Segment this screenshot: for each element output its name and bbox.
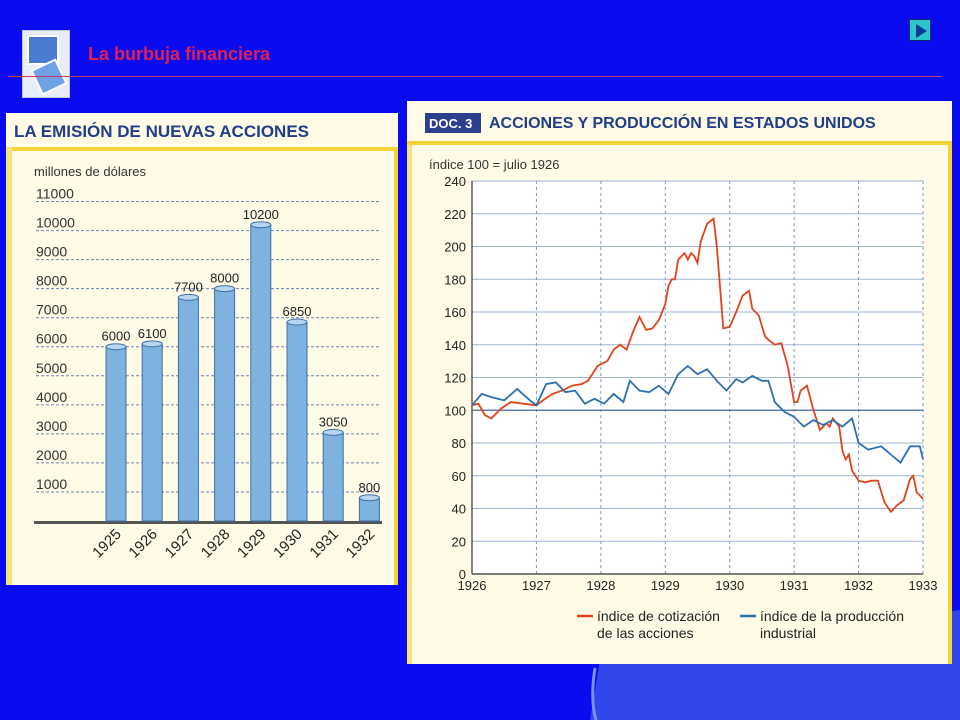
bar-data-label: 3050 bbox=[319, 414, 348, 429]
bar-cap bbox=[250, 221, 272, 229]
bar-cap bbox=[214, 285, 236, 293]
bar-cap bbox=[286, 318, 308, 326]
legend-label-line1: índice de cotización bbox=[597, 608, 720, 624]
bar-ytick-label: 7000 bbox=[36, 302, 67, 318]
stocks-production-chart-panel: DOC. 3 ACCIONES Y PRODUCCIÓN EN ESTADOS … bbox=[407, 101, 952, 664]
bar-cap bbox=[322, 428, 344, 436]
bar-ytick-label: 9000 bbox=[36, 244, 67, 260]
bar-data-label: 800 bbox=[359, 480, 381, 495]
title-divider bbox=[8, 76, 942, 77]
new-shares-bar-chart: LA EMISIÓN DE NUEVAS ACCIONES millones d… bbox=[6, 113, 398, 585]
bar-1927 bbox=[177, 296, 199, 522]
bar-ytick-label: 8000 bbox=[36, 273, 67, 289]
bar-ytick-label: 3000 bbox=[36, 418, 67, 434]
play-next-icon bbox=[916, 24, 927, 38]
bar-ytick-label: 4000 bbox=[36, 389, 67, 405]
line-ytick-label: 160 bbox=[444, 305, 466, 320]
line-xtick-label: 1932 bbox=[844, 578, 873, 593]
doc-badge-box bbox=[425, 113, 481, 133]
bar-data-label: 7700 bbox=[174, 279, 203, 294]
bar-chart-ylabel: millones de dólares bbox=[34, 164, 147, 179]
line-ytick-label: 20 bbox=[452, 534, 466, 549]
bar-data-label: 6000 bbox=[102, 329, 131, 344]
line-ytick-label: 40 bbox=[452, 502, 466, 517]
bar-ytick-label: 11000 bbox=[36, 186, 74, 202]
new-shares-chart-panel: LA EMISIÓN DE NUEVAS ACCIONES millones d… bbox=[6, 113, 398, 585]
legend-label-line2: de las acciones bbox=[597, 625, 694, 641]
bar-cap bbox=[105, 343, 127, 351]
bar-1925 bbox=[105, 346, 127, 522]
bar-ytick-label: 1000 bbox=[36, 476, 67, 492]
line-ytick-label: 60 bbox=[452, 469, 466, 484]
bar-data-label: 6850 bbox=[283, 304, 312, 319]
line-xtick-label: 1926 bbox=[458, 578, 487, 593]
bar-1928 bbox=[214, 288, 236, 522]
stock-index-line bbox=[471, 217, 924, 514]
line-xtick-label: 1929 bbox=[651, 578, 680, 593]
legend-label-line2: industrial bbox=[760, 625, 816, 641]
bar-ytick-label: 5000 bbox=[36, 360, 67, 376]
bar-1930 bbox=[286, 321, 308, 522]
bar-chart-title: LA EMISIÓN DE NUEVAS ACCIONES bbox=[14, 122, 309, 141]
line-ytick-label: 120 bbox=[444, 371, 466, 386]
presentation-logo-icon bbox=[21, 29, 71, 103]
line-ytick-label: 180 bbox=[444, 272, 466, 287]
line-ytick-label: 200 bbox=[444, 240, 466, 255]
bar-data-label: 10200 bbox=[243, 207, 279, 222]
line-xtick-label: 1927 bbox=[522, 578, 551, 593]
bar-data-label: 6100 bbox=[138, 326, 167, 341]
stocks-production-line-chart: DOC. 3 ACCIONES Y PRODUCCIÓN EN ESTADOS … bbox=[407, 101, 952, 664]
line-ytick-label: 0 bbox=[459, 567, 466, 582]
line-xtick-label: 1930 bbox=[715, 578, 744, 593]
next-slide-button[interactable] bbox=[909, 19, 931, 41]
line-ytick-label: 100 bbox=[444, 403, 466, 418]
line-chart-ylabel: índice 100 = julio 1926 bbox=[429, 157, 559, 172]
bar-1931 bbox=[322, 431, 344, 522]
line-ytick-label: 240 bbox=[444, 174, 466, 189]
bar-cap bbox=[358, 494, 380, 502]
bar-baseline bbox=[34, 521, 382, 524]
bar-cap bbox=[177, 293, 199, 301]
bar-1926 bbox=[141, 343, 163, 522]
doc-badge: DOC. 3 bbox=[429, 116, 472, 131]
bar-ytick-label: 2000 bbox=[36, 447, 67, 463]
slide-title: La burbuja financiera bbox=[88, 44, 271, 64]
line-xtick-label: 1933 bbox=[909, 578, 938, 593]
bar-cap bbox=[141, 340, 163, 348]
production-index-line bbox=[471, 364, 924, 464]
bar-ytick-label: 6000 bbox=[36, 331, 67, 347]
bar-ytick-label: 10000 bbox=[36, 215, 75, 231]
bar-1929 bbox=[250, 224, 272, 522]
legend-label-line1: índice de la producción bbox=[760, 608, 904, 624]
line-xtick-label: 1928 bbox=[586, 578, 615, 593]
line-chart-title: ACCIONES Y PRODUCCIÓN EN ESTADOS UNIDOS bbox=[489, 113, 876, 132]
line-ytick-label: 140 bbox=[444, 338, 466, 353]
line-ytick-label: 80 bbox=[452, 436, 466, 451]
bar-data-label: 8000 bbox=[210, 271, 239, 286]
line-ytick-label: 220 bbox=[444, 207, 466, 222]
line-xtick-label: 1931 bbox=[780, 578, 809, 593]
